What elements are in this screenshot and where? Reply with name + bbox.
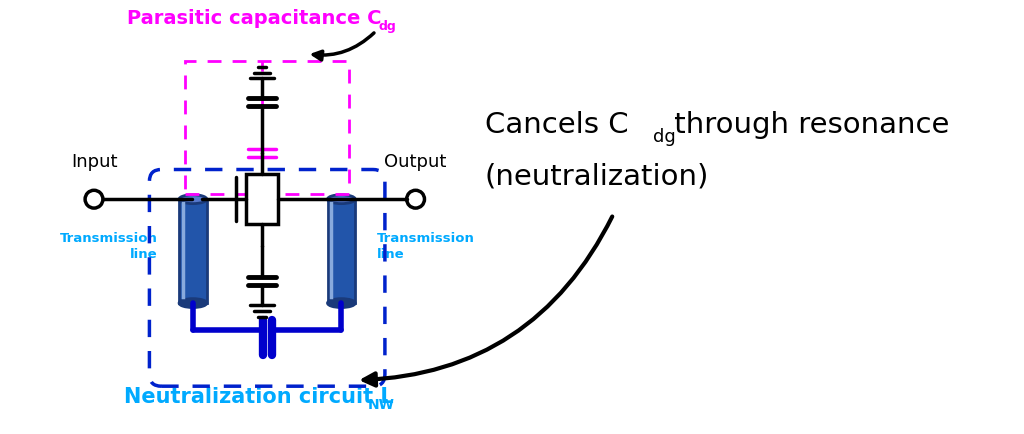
Ellipse shape [328,195,355,204]
Text: Transmission
line: Transmission line [59,232,158,261]
Text: Cancels C: Cancels C [484,111,629,139]
FancyArrowPatch shape [313,33,374,60]
Text: (neutralization): (neutralization) [484,162,710,191]
Text: Neutralization circuit L: Neutralization circuit L [125,387,394,407]
Text: through resonance: through resonance [665,111,949,139]
Text: Parasitic capacitance C: Parasitic capacitance C [127,9,381,28]
FancyArrowPatch shape [364,217,612,385]
Ellipse shape [179,299,207,308]
Text: dg: dg [653,128,676,146]
Ellipse shape [179,195,207,204]
Bar [179,199,207,303]
Text: Output: Output [384,154,446,171]
Bar [328,199,355,303]
Ellipse shape [328,299,355,308]
Text: Input: Input [71,154,118,171]
Text: NW: NW [368,398,394,412]
Text: Transmission
line: Transmission line [377,232,475,261]
Bar [247,174,279,224]
Text: dg: dg [379,20,396,33]
